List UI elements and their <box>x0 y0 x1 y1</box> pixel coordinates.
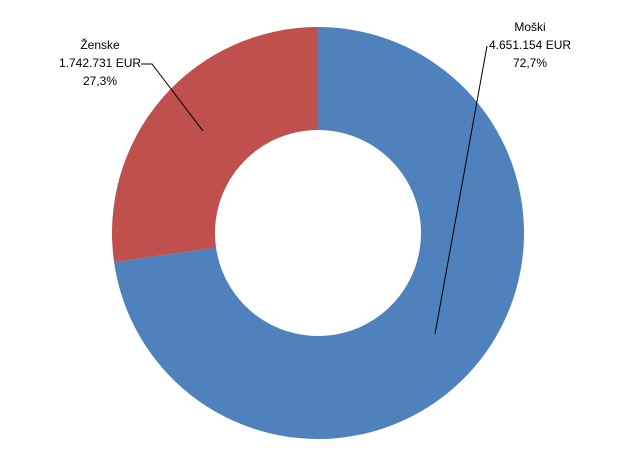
leader-line <box>434 45 488 335</box>
slice-percent-label: 27,3% <box>83 74 117 88</box>
leader-line <box>141 63 204 132</box>
donut-slice <box>114 27 525 440</box>
slice-category-label: Moški <box>514 20 545 34</box>
slice-category-label: Ženske <box>80 37 120 52</box>
donut-slice <box>111 27 318 263</box>
slice-value-label: 4.651.154 EUR <box>489 38 571 52</box>
slice-value-label: 1.742.731 EUR <box>59 56 141 70</box>
slice-percent-label: 72,7% <box>513 56 547 70</box>
